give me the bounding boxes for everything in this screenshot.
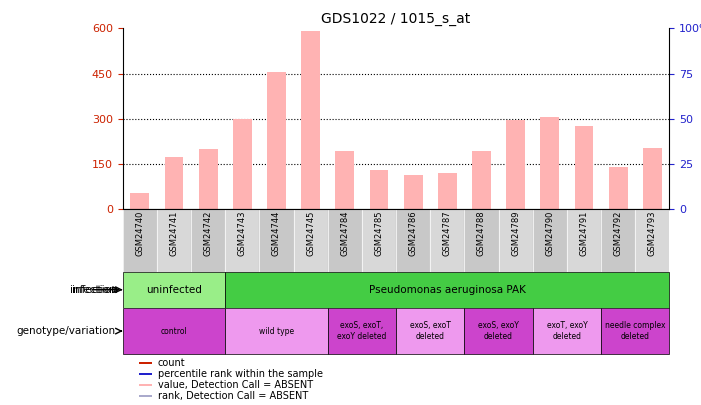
Bar — [139, 373, 153, 375]
Bar — [328, 209, 362, 272]
Bar — [123, 308, 225, 354]
Bar — [157, 209, 191, 272]
Bar — [608, 167, 627, 209]
Text: infection: infection — [72, 285, 117, 295]
Bar — [225, 209, 259, 272]
Bar — [139, 395, 153, 397]
Bar — [123, 209, 157, 272]
Text: GSM24788: GSM24788 — [477, 211, 486, 256]
Text: value, Detection Call = ABSENT: value, Detection Call = ABSENT — [158, 380, 313, 390]
Bar — [438, 173, 457, 209]
Text: GSM24743: GSM24743 — [238, 211, 247, 256]
Text: GSM24789: GSM24789 — [511, 211, 520, 256]
Bar — [396, 209, 430, 272]
Text: GSM24785: GSM24785 — [374, 211, 383, 256]
Text: GSM24784: GSM24784 — [340, 211, 349, 256]
Bar — [465, 308, 533, 354]
Text: rank, Detection Call = ABSENT: rank, Detection Call = ABSENT — [158, 391, 308, 401]
Bar — [294, 209, 328, 272]
Bar — [601, 308, 669, 354]
Bar — [225, 272, 669, 308]
Bar — [301, 31, 320, 209]
Text: GSM24792: GSM24792 — [613, 211, 622, 256]
Text: GSM24745: GSM24745 — [306, 211, 315, 256]
Bar — [267, 72, 286, 209]
Text: Pseudomonas aeruginosa PAK: Pseudomonas aeruginosa PAK — [369, 285, 526, 295]
Text: count: count — [158, 358, 186, 368]
Bar — [506, 120, 525, 209]
Text: wild type: wild type — [259, 326, 294, 336]
Bar — [335, 151, 354, 209]
Text: GSM24786: GSM24786 — [409, 211, 418, 256]
Bar — [198, 149, 217, 209]
Text: GSM24790: GSM24790 — [545, 211, 554, 256]
Bar — [404, 175, 423, 209]
Bar — [191, 209, 225, 272]
Text: uninfected: uninfected — [146, 285, 202, 295]
Bar — [498, 209, 533, 272]
Bar — [430, 209, 465, 272]
Bar — [601, 209, 635, 272]
Bar — [540, 117, 559, 209]
Text: exoS, exoT,
exoY deleted: exoS, exoT, exoY deleted — [337, 322, 386, 341]
Bar — [533, 209, 567, 272]
Bar — [635, 209, 669, 272]
Bar — [472, 151, 491, 209]
Bar — [567, 209, 601, 272]
Bar — [575, 126, 594, 209]
Bar — [259, 209, 294, 272]
Text: exoT, exoY
deleted: exoT, exoY deleted — [547, 322, 587, 341]
Bar — [139, 362, 153, 364]
Text: needle complex
deleted: needle complex deleted — [605, 322, 665, 341]
Text: GSM24741: GSM24741 — [170, 211, 179, 256]
Text: GSM24744: GSM24744 — [272, 211, 281, 256]
Text: GSM24740: GSM24740 — [135, 211, 144, 256]
Title: GDS1022 / 1015_s_at: GDS1022 / 1015_s_at — [322, 12, 470, 26]
Text: GSM24742: GSM24742 — [203, 211, 212, 256]
Bar — [362, 209, 396, 272]
Text: control: control — [161, 326, 187, 336]
Bar — [328, 308, 396, 354]
Text: GSM24791: GSM24791 — [580, 211, 589, 256]
Text: infection: infection — [70, 285, 116, 295]
Bar — [643, 147, 662, 209]
Text: exoS, exoT
deleted: exoS, exoT deleted — [410, 322, 451, 341]
Bar — [139, 384, 153, 386]
Text: genotype/variation: genotype/variation — [17, 326, 116, 336]
Bar — [233, 119, 252, 209]
Bar — [225, 308, 328, 354]
Bar — [165, 157, 184, 209]
Bar — [396, 308, 465, 354]
Bar — [533, 308, 601, 354]
Text: GSM24787: GSM24787 — [443, 211, 452, 256]
Bar — [465, 209, 498, 272]
Bar — [123, 272, 225, 308]
Bar — [369, 170, 388, 209]
Bar — [130, 193, 149, 209]
Text: percentile rank within the sample: percentile rank within the sample — [158, 369, 323, 379]
Text: GSM24793: GSM24793 — [648, 211, 657, 256]
Text: exoS, exoY
deleted: exoS, exoY deleted — [478, 322, 519, 341]
